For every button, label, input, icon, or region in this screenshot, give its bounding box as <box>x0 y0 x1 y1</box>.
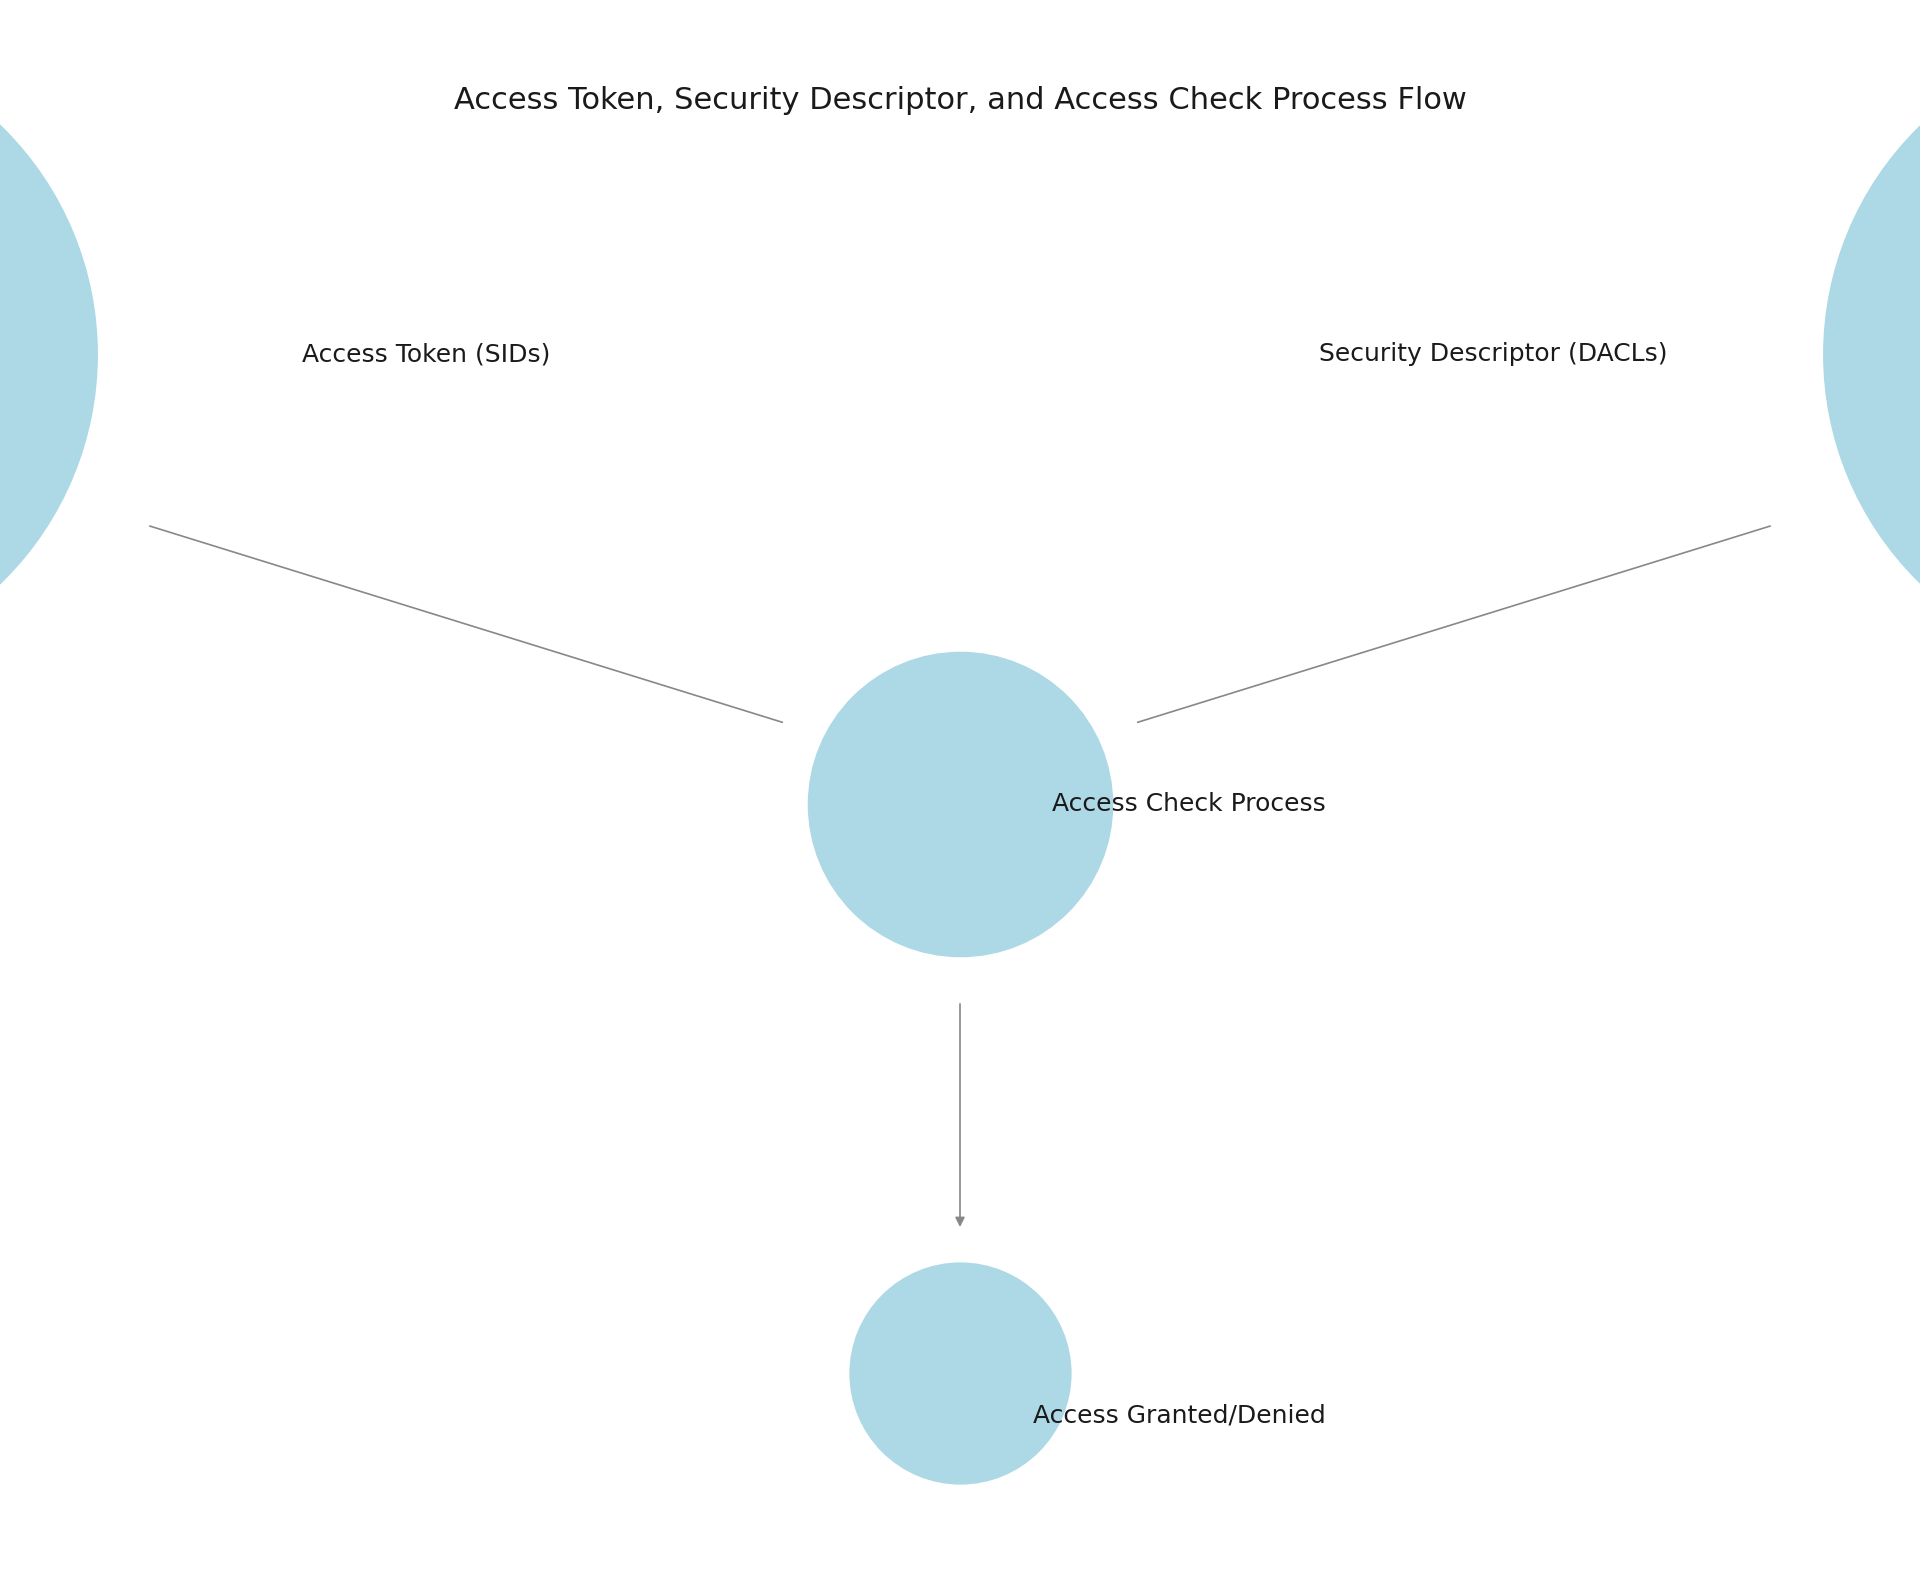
Text: Access Granted/Denied: Access Granted/Denied <box>1033 1403 1325 1427</box>
Point <box>945 792 975 817</box>
Point <box>945 1360 975 1386</box>
Text: Security Descriptor (DACLs): Security Descriptor (DACLs) <box>1319 342 1668 366</box>
Text: Access Token, Security Descriptor, and Access Check Process Flow: Access Token, Security Descriptor, and A… <box>453 86 1467 115</box>
Text: Access Token (SIDs): Access Token (SIDs) <box>301 342 551 366</box>
Text: Access Check Process: Access Check Process <box>1052 792 1325 816</box>
